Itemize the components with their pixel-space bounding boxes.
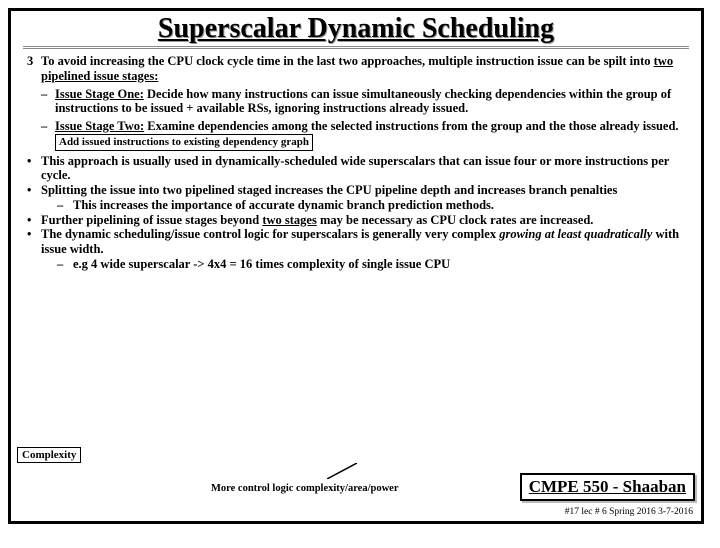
stage-two-label: Issue Stage Two:	[55, 119, 144, 133]
point-1: • This approach is usually used in dynam…	[27, 154, 685, 184]
title-rule-2	[23, 48, 689, 49]
point-2: • Splitting the issue into two pipelined…	[27, 183, 685, 198]
bullet: •	[27, 227, 41, 257]
point-3-a: Further pipelining of issue stages beyon…	[41, 213, 262, 227]
stage-one-label: Issue Stage One:	[55, 87, 144, 101]
complexity-box: Complexity	[17, 447, 81, 463]
point-3: • Further pipelining of issue stages bey…	[27, 213, 685, 228]
point-2-sub: – This increases the importance of accur…	[27, 198, 685, 213]
point-4: • The dynamic scheduling/issue control l…	[27, 227, 685, 257]
bullet: •	[27, 183, 41, 198]
point-4-sub: – e.g 4 wide superscalar -> 4x4 = 16 tim…	[27, 257, 685, 272]
bullet-glyph: 3	[27, 54, 41, 84]
dash: –	[27, 257, 73, 272]
dash: –	[27, 198, 73, 213]
course-box: CMPE 550 - Shaaban	[520, 473, 695, 501]
more-control-note: More control logic complexity/area/power	[211, 483, 399, 494]
slide-content: 3 To avoid increasing the CPU clock cycl…	[11, 50, 701, 272]
bullet: •	[27, 213, 41, 228]
stage-one-text: Decide how many instructions can issue s…	[55, 87, 671, 116]
stage-two: – Issue Stage Two: Examine dependencies …	[27, 119, 685, 151]
title-rule	[23, 46, 689, 47]
point-1-text: This approach is usually used in dynamic…	[41, 154, 685, 184]
slide-title: Superscalar Dynamic Scheduling	[11, 13, 701, 45]
bullet: •	[27, 154, 41, 184]
point-2-sub-text: This increases the importance of accurat…	[73, 198, 685, 213]
slide-footer: #17 lec # 6 Spring 2016 3-7-2016	[565, 507, 693, 517]
dash: –	[27, 119, 55, 151]
point-4-a: The dynamic scheduling/issue control log…	[41, 227, 499, 241]
stage-two-text: Examine dependencies among the selected …	[144, 119, 678, 133]
point-4-sub-text: e.g 4 wide superscalar -> 4x4 = 16 times…	[73, 257, 685, 272]
point-2-text: Splitting the issue into two pipelined s…	[41, 183, 685, 198]
point-3-u: two stages	[262, 213, 317, 227]
dependency-box: Add issued instructions to existing depe…	[55, 134, 313, 151]
annotation-line	[327, 463, 357, 479]
stage-one: – Issue Stage One: Decide how many instr…	[27, 87, 685, 117]
point-4-italic: growing at least quadratically	[499, 227, 652, 241]
point-3-b: may be necessary as CPU clock rates are …	[317, 213, 594, 227]
main-bullet: 3 To avoid increasing the CPU clock cycl…	[27, 54, 685, 84]
main-text: To avoid increasing the CPU clock cycle …	[41, 54, 654, 68]
dash: –	[27, 87, 55, 117]
